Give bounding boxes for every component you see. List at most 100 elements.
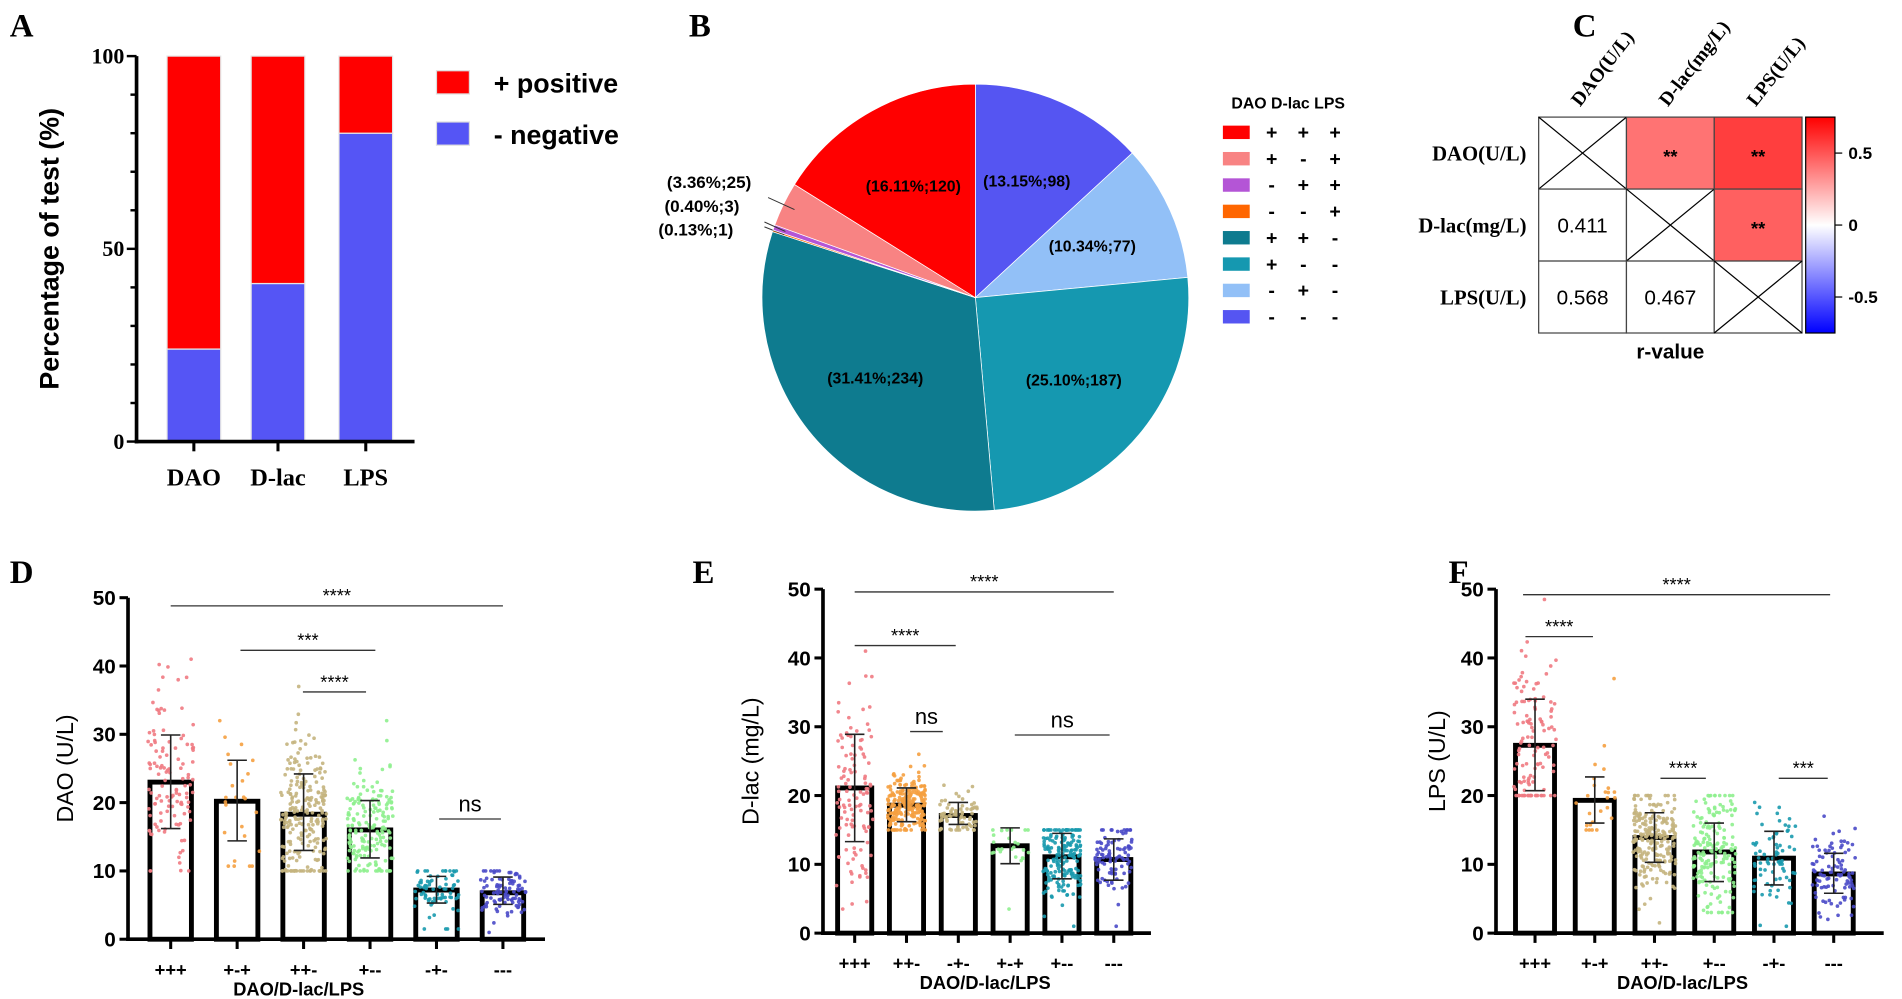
y-tick-label: 0 — [113, 429, 124, 454]
data-point — [288, 761, 292, 766]
data-point — [1077, 834, 1082, 839]
data-point — [1731, 880, 1736, 885]
data-point — [412, 904, 417, 908]
data-point — [178, 821, 183, 826]
data-point — [902, 828, 907, 832]
data-point — [312, 774, 317, 779]
data-point — [151, 700, 155, 705]
data-point — [864, 899, 869, 904]
data-point — [287, 820, 292, 825]
data-point — [1707, 837, 1712, 842]
data-point — [1541, 722, 1545, 727]
data-point — [289, 766, 294, 771]
data-point — [348, 828, 353, 832]
data-point — [480, 889, 484, 894]
data-point — [1063, 868, 1067, 873]
data-point — [889, 811, 894, 815]
data-point — [148, 762, 153, 767]
data-point — [324, 836, 328, 841]
data-point — [1844, 882, 1849, 886]
data-point — [991, 833, 996, 837]
data-point — [1835, 904, 1840, 908]
data-point — [318, 849, 322, 854]
data-point — [1673, 831, 1678, 836]
x-axis-label: DAO/D-lac/LPS — [1617, 972, 1748, 993]
data-point — [1124, 831, 1128, 835]
data-point — [1542, 597, 1547, 602]
data-point — [294, 823, 299, 828]
data-point — [965, 827, 970, 832]
data-point — [1119, 829, 1124, 834]
data-point — [1708, 842, 1713, 847]
data-point — [1787, 824, 1791, 829]
data-point — [837, 805, 842, 809]
data-point — [1753, 851, 1758, 856]
data-point — [1823, 848, 1827, 852]
data-point — [1780, 858, 1784, 863]
data-point — [179, 736, 184, 741]
data-point — [1514, 700, 1519, 705]
data-point — [448, 869, 452, 873]
data-point — [1715, 831, 1720, 836]
legend-swatch — [1222, 257, 1250, 271]
colorbar-title: r-value — [1636, 341, 1704, 364]
data-point — [944, 815, 949, 819]
data-point — [858, 848, 863, 852]
data-point — [162, 766, 166, 770]
data-point — [939, 799, 944, 803]
data-point — [1691, 824, 1696, 828]
data-point — [423, 896, 428, 900]
data-point — [1815, 878, 1820, 883]
significance-label: ns — [915, 704, 938, 729]
data-point — [180, 706, 184, 710]
data-point — [454, 896, 458, 901]
significance-label: **** — [1545, 616, 1573, 637]
data-point — [349, 845, 354, 850]
data-point — [1780, 848, 1785, 853]
data-point — [250, 864, 255, 868]
data-point — [322, 788, 326, 792]
data-point — [846, 833, 851, 837]
data-point — [355, 784, 360, 789]
legend-sign: + — [1298, 280, 1309, 302]
data-point — [352, 801, 356, 806]
data-point — [1658, 803, 1663, 807]
data-point — [1730, 813, 1734, 818]
significance-label: **** — [970, 571, 998, 592]
data-point — [290, 795, 295, 799]
data-point — [1049, 828, 1053, 832]
legend-swatch — [435, 70, 471, 95]
data-point — [1515, 761, 1519, 766]
x-axis-label: DAO/D-lac/LPS — [920, 972, 1051, 993]
cell-value: 0.411 — [1557, 214, 1607, 237]
data-point — [159, 799, 164, 803]
data-point — [489, 869, 493, 873]
data-point — [1519, 648, 1524, 653]
data-point — [846, 861, 850, 866]
data-point — [1780, 862, 1784, 866]
data-point — [293, 757, 297, 761]
data-point — [1530, 735, 1534, 740]
data-point — [1705, 910, 1710, 915]
data-point — [1549, 709, 1553, 713]
data-point — [427, 915, 432, 920]
data-point — [323, 769, 327, 774]
data-point — [347, 848, 352, 853]
data-point — [1544, 671, 1549, 676]
legend-swatch — [435, 121, 471, 146]
data-point — [1519, 689, 1524, 694]
data-point — [886, 785, 890, 789]
data-point — [296, 799, 301, 804]
data-point — [240, 824, 244, 829]
colorbar-tick-label: 0 — [1848, 216, 1857, 235]
data-point — [968, 815, 973, 820]
heatmap-cell — [1538, 260, 1628, 334]
data-point — [908, 805, 912, 810]
data-point — [1023, 828, 1028, 832]
data-point — [922, 803, 927, 808]
data-point — [1655, 876, 1659, 881]
data-point — [348, 837, 353, 841]
data-point — [887, 817, 892, 821]
data-point — [1731, 895, 1736, 900]
data-point — [147, 829, 152, 833]
